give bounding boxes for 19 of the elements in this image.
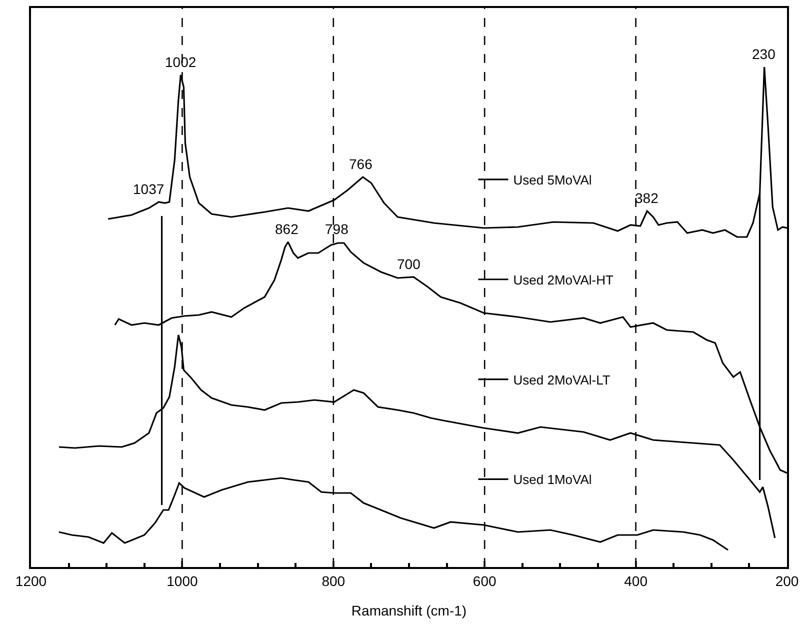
- x-axis-title: Ramanshift (cm-1): [351, 602, 467, 619]
- x-tick-label: 800: [322, 572, 346, 589]
- annotation: 1002: [165, 54, 196, 70]
- annotation: 798: [325, 221, 349, 237]
- annotation: 862: [275, 221, 299, 237]
- x-tick-label: 1200: [15, 572, 47, 589]
- x-tick-label: 200: [775, 572, 799, 589]
- x-tick-label: 600: [472, 572, 496, 589]
- annotation: 382: [635, 190, 659, 206]
- annotation: 1037: [133, 181, 164, 197]
- legend-label: Used 2MoVAl-LT: [513, 372, 610, 388]
- legend-label: Used 2MoVAl-HT: [513, 272, 614, 288]
- x-tick-label: 1000: [166, 572, 198, 589]
- annotation: 766: [349, 156, 373, 172]
- annotation: 230: [752, 46, 776, 62]
- legend-label: Used 1MoVAl: [513, 472, 592, 488]
- x-tick-label: 400: [624, 572, 648, 589]
- legend-label: Used 5MoVAl: [513, 172, 592, 188]
- annotation: 700: [397, 256, 421, 272]
